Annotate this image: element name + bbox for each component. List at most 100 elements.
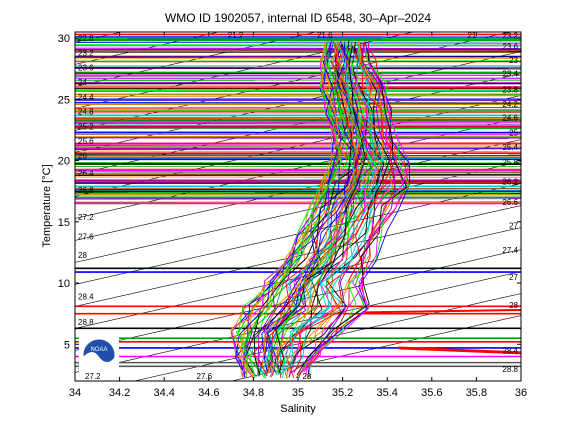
profile-line [264, 43, 360, 374]
profile-line [240, 43, 341, 378]
density-contour-line [75, 271, 521, 373]
density-label: 24.4 [78, 93, 94, 102]
density-label: 24.8 [78, 108, 94, 117]
spike-line [75, 42, 521, 44]
x-tick-label: 34.6 [198, 387, 219, 399]
profile-line [266, 44, 360, 374]
spike-line [75, 174, 521, 176]
chart-title: WMO ID 1902057, internal ID 6548, 30–Apr… [165, 11, 431, 25]
spike-line [75, 107, 521, 109]
x-tick-label: 35.2 [332, 387, 353, 399]
density-label: 26.6 [502, 198, 518, 207]
x-axis-label: Salinity [280, 403, 316, 415]
spike-line [75, 48, 521, 50]
density-label: 27.2 [78, 213, 94, 222]
x-tick-label: 35.8 [466, 387, 487, 399]
density-label: 22.8 [78, 34, 94, 43]
profile-line [296, 42, 408, 376]
x-tick-label: 35.6 [421, 387, 442, 399]
spike-line [75, 50, 521, 53]
spike-line [75, 95, 521, 97]
density-label: 23.8 [502, 86, 518, 95]
density-contour-line [55, 0, 541, 3]
y-tick-label: 20 [58, 156, 70, 168]
spike-line [75, 126, 521, 129]
spike-line [75, 173, 521, 175]
x-tick-label: 34 [69, 387, 81, 399]
y-axis-label: Temperature [°C] [41, 164, 53, 247]
density-label: 25.6 [78, 137, 94, 146]
density-label: 23.4 [502, 70, 518, 79]
density-label: 25 [509, 128, 518, 137]
profile-lines [230, 40, 521, 379]
profile-line [299, 42, 410, 374]
profile-line [282, 43, 375, 379]
y-tick-label: 30 [58, 33, 70, 45]
spike-line [75, 68, 521, 70]
x-tick-label: 34.8 [243, 387, 264, 399]
x-tick-label: 36 [515, 387, 527, 399]
spike-line [75, 135, 521, 137]
noaa-logo: NOAA [79, 337, 119, 373]
density-label: 26.2 [502, 177, 518, 186]
y-tick-label: 25 [58, 94, 70, 106]
profile-line [364, 308, 521, 314]
spike-line [75, 148, 521, 150]
spike-line [75, 102, 521, 104]
profile-line [244, 47, 352, 374]
density-contour-line [75, 227, 521, 329]
profile-line [279, 44, 377, 374]
density-label: 28.8 [78, 318, 94, 327]
density-label: 27.4 [502, 246, 518, 255]
profile-line [291, 41, 404, 373]
spike-line [75, 56, 521, 58]
density-label: 24.6 [502, 114, 518, 123]
profile-line [398, 346, 521, 355]
density-label: 21.2 [228, 31, 244, 40]
x-tick-label: 35 [292, 387, 304, 399]
density-label: 24 [78, 78, 87, 87]
spike-line [75, 44, 521, 46]
density-label: 28.4 [78, 293, 94, 302]
density-label: 26.4 [78, 169, 94, 178]
y-tick-label: 5 [64, 339, 70, 351]
profile-line [293, 44, 397, 374]
y-tick-label: 10 [58, 278, 70, 290]
density-label: 23 [509, 56, 518, 65]
spike-line [75, 182, 521, 184]
spike-line [75, 122, 521, 125]
profile-line [242, 42, 349, 378]
profile-line [266, 44, 362, 375]
spike-line [75, 162, 521, 164]
profile-line [280, 45, 384, 375]
x-tick-label: 34.2 [109, 387, 130, 399]
spike-line [75, 137, 521, 139]
density-label: 23.2 [502, 32, 518, 41]
y-tick-label: 15 [58, 217, 70, 229]
density-label: 28 [302, 372, 311, 381]
density-label: 28 [509, 301, 518, 310]
spike-line [75, 189, 521, 192]
profile-line [235, 40, 342, 375]
density-label: 28.4 [502, 346, 518, 355]
profile-line [262, 44, 361, 374]
profile-line [275, 46, 366, 374]
density-label: 24.2 [502, 100, 518, 109]
x-axis-ticks: 34 34.2 34.4 34.6 34.8 35 35.2 35.4 35.6 35.8 36 [69, 32, 527, 399]
density-label: 28 [78, 251, 87, 260]
profile-line [246, 40, 355, 375]
density-label: 27 [509, 273, 518, 282]
logo-text: NOAA [90, 347, 107, 353]
density-label: 26 [78, 152, 87, 161]
density-label: 27 [509, 221, 518, 230]
x-tick-label: 34.4 [153, 387, 174, 399]
spike-line [75, 57, 521, 60]
profile-line [230, 43, 340, 378]
density-label: 21.6 [317, 31, 333, 40]
density-label: 27.6 [197, 372, 213, 381]
density-label: 28.8 [502, 365, 518, 374]
density-label: 23.2 [78, 49, 94, 58]
density-label: 25.4 [502, 143, 518, 152]
spike-line [75, 147, 521, 149]
